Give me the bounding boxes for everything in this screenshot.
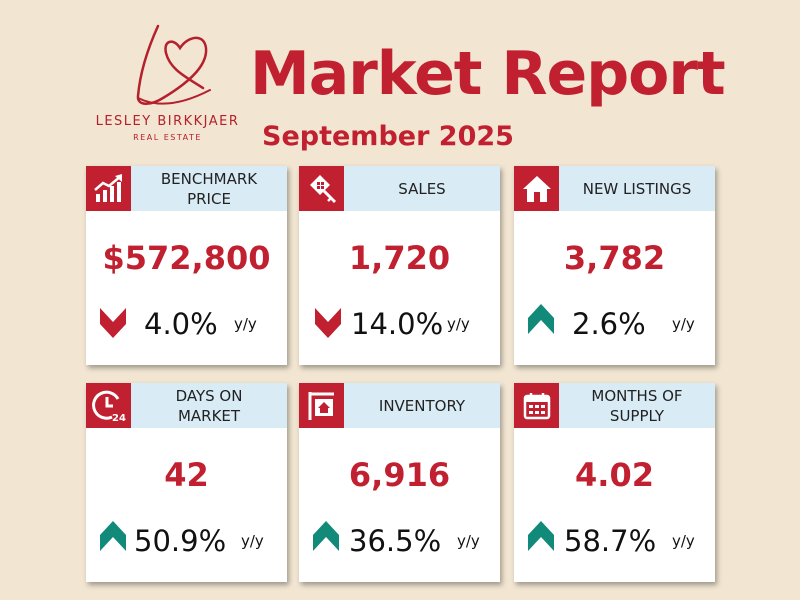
change-unit: y/y bbox=[457, 532, 480, 550]
change-unit: y/y bbox=[447, 315, 470, 333]
card-change: 2.6% y/y bbox=[514, 304, 715, 344]
arrow-up-icon bbox=[100, 521, 126, 551]
brand-name: LESLEY BIRKKJAER bbox=[95, 114, 240, 129]
card-change: 4.0% y/y bbox=[86, 304, 287, 344]
brand-tagline: REAL ESTATE bbox=[133, 133, 202, 142]
card-change: 36.5% y/y bbox=[299, 521, 500, 561]
change-percent: 36.5% bbox=[349, 524, 442, 558]
for-sale-sign-icon bbox=[299, 383, 344, 428]
stat-card-benchmark-price: BENCHMARK PRICE $572,800 4.0% y/y bbox=[86, 166, 287, 365]
stat-card-new-listings: NEW LISTINGS 3,782 2.6% y/y bbox=[514, 166, 715, 365]
change-percent: 50.9% bbox=[134, 524, 227, 558]
card-change: 58.7% y/y bbox=[514, 521, 715, 561]
stat-card-inventory: INVENTORY 6,916 36.5% y/y bbox=[299, 383, 500, 582]
change-percent: 14.0% bbox=[351, 307, 444, 341]
arrow-down-icon bbox=[315, 308, 341, 338]
heart-signature-icon bbox=[136, 24, 211, 105]
clock-24-icon: 24 bbox=[86, 383, 131, 428]
card-label: SALES bbox=[398, 179, 446, 198]
card-label: DAYS ON MARKET bbox=[175, 386, 243, 425]
arrow-up-icon bbox=[528, 304, 554, 334]
arrow-up-icon bbox=[528, 521, 554, 551]
change-unit: y/y bbox=[672, 532, 695, 550]
arrow-up-icon bbox=[313, 521, 339, 551]
change-unit: y/y bbox=[234, 315, 257, 333]
card-change: 14.0% y/y bbox=[299, 304, 500, 344]
arrow-down-icon bbox=[100, 308, 126, 338]
change-percent: 4.0% bbox=[144, 307, 218, 341]
page-subtitle: September 2025 bbox=[262, 121, 514, 152]
card-value: 4.02 bbox=[575, 456, 654, 494]
stat-card-months-of-supply: MONTHS OF SUPPLY 4.02 58.7% y/y bbox=[514, 383, 715, 582]
brand-logo: LESLEY BIRKKJAER REAL ESTATE bbox=[80, 18, 255, 148]
card-label: BENCHMARK PRICE bbox=[160, 169, 258, 208]
card-change: 50.9% y/y bbox=[86, 521, 287, 561]
page-title: Market Report bbox=[250, 39, 726, 109]
card-value: 42 bbox=[164, 456, 209, 494]
card-value: 3,782 bbox=[563, 239, 666, 277]
calendar-icon bbox=[514, 383, 559, 428]
svg-text:24: 24 bbox=[112, 413, 126, 423]
card-value: 1,720 bbox=[348, 239, 451, 277]
stat-card-sales: SALES 1,720 14.0% y/y bbox=[299, 166, 500, 365]
chart-up-icon bbox=[86, 166, 131, 211]
card-label: INVENTORY bbox=[378, 396, 466, 415]
change-percent: 58.7% bbox=[564, 524, 657, 558]
house-key-icon bbox=[299, 166, 344, 211]
change-percent: 2.6% bbox=[572, 307, 646, 341]
change-unit: y/y bbox=[241, 532, 264, 550]
card-value: 6,916 bbox=[348, 456, 451, 494]
house-icon bbox=[514, 166, 559, 211]
change-unit: y/y bbox=[672, 315, 695, 333]
card-label: MONTHS OF SUPPLY bbox=[591, 386, 683, 425]
card-value: $572,800 bbox=[102, 239, 271, 277]
card-label: NEW LISTINGS bbox=[582, 179, 692, 198]
stat-card-days-on-market: 24 DAYS ON MARKET 42 50.9% y/y bbox=[86, 383, 287, 582]
